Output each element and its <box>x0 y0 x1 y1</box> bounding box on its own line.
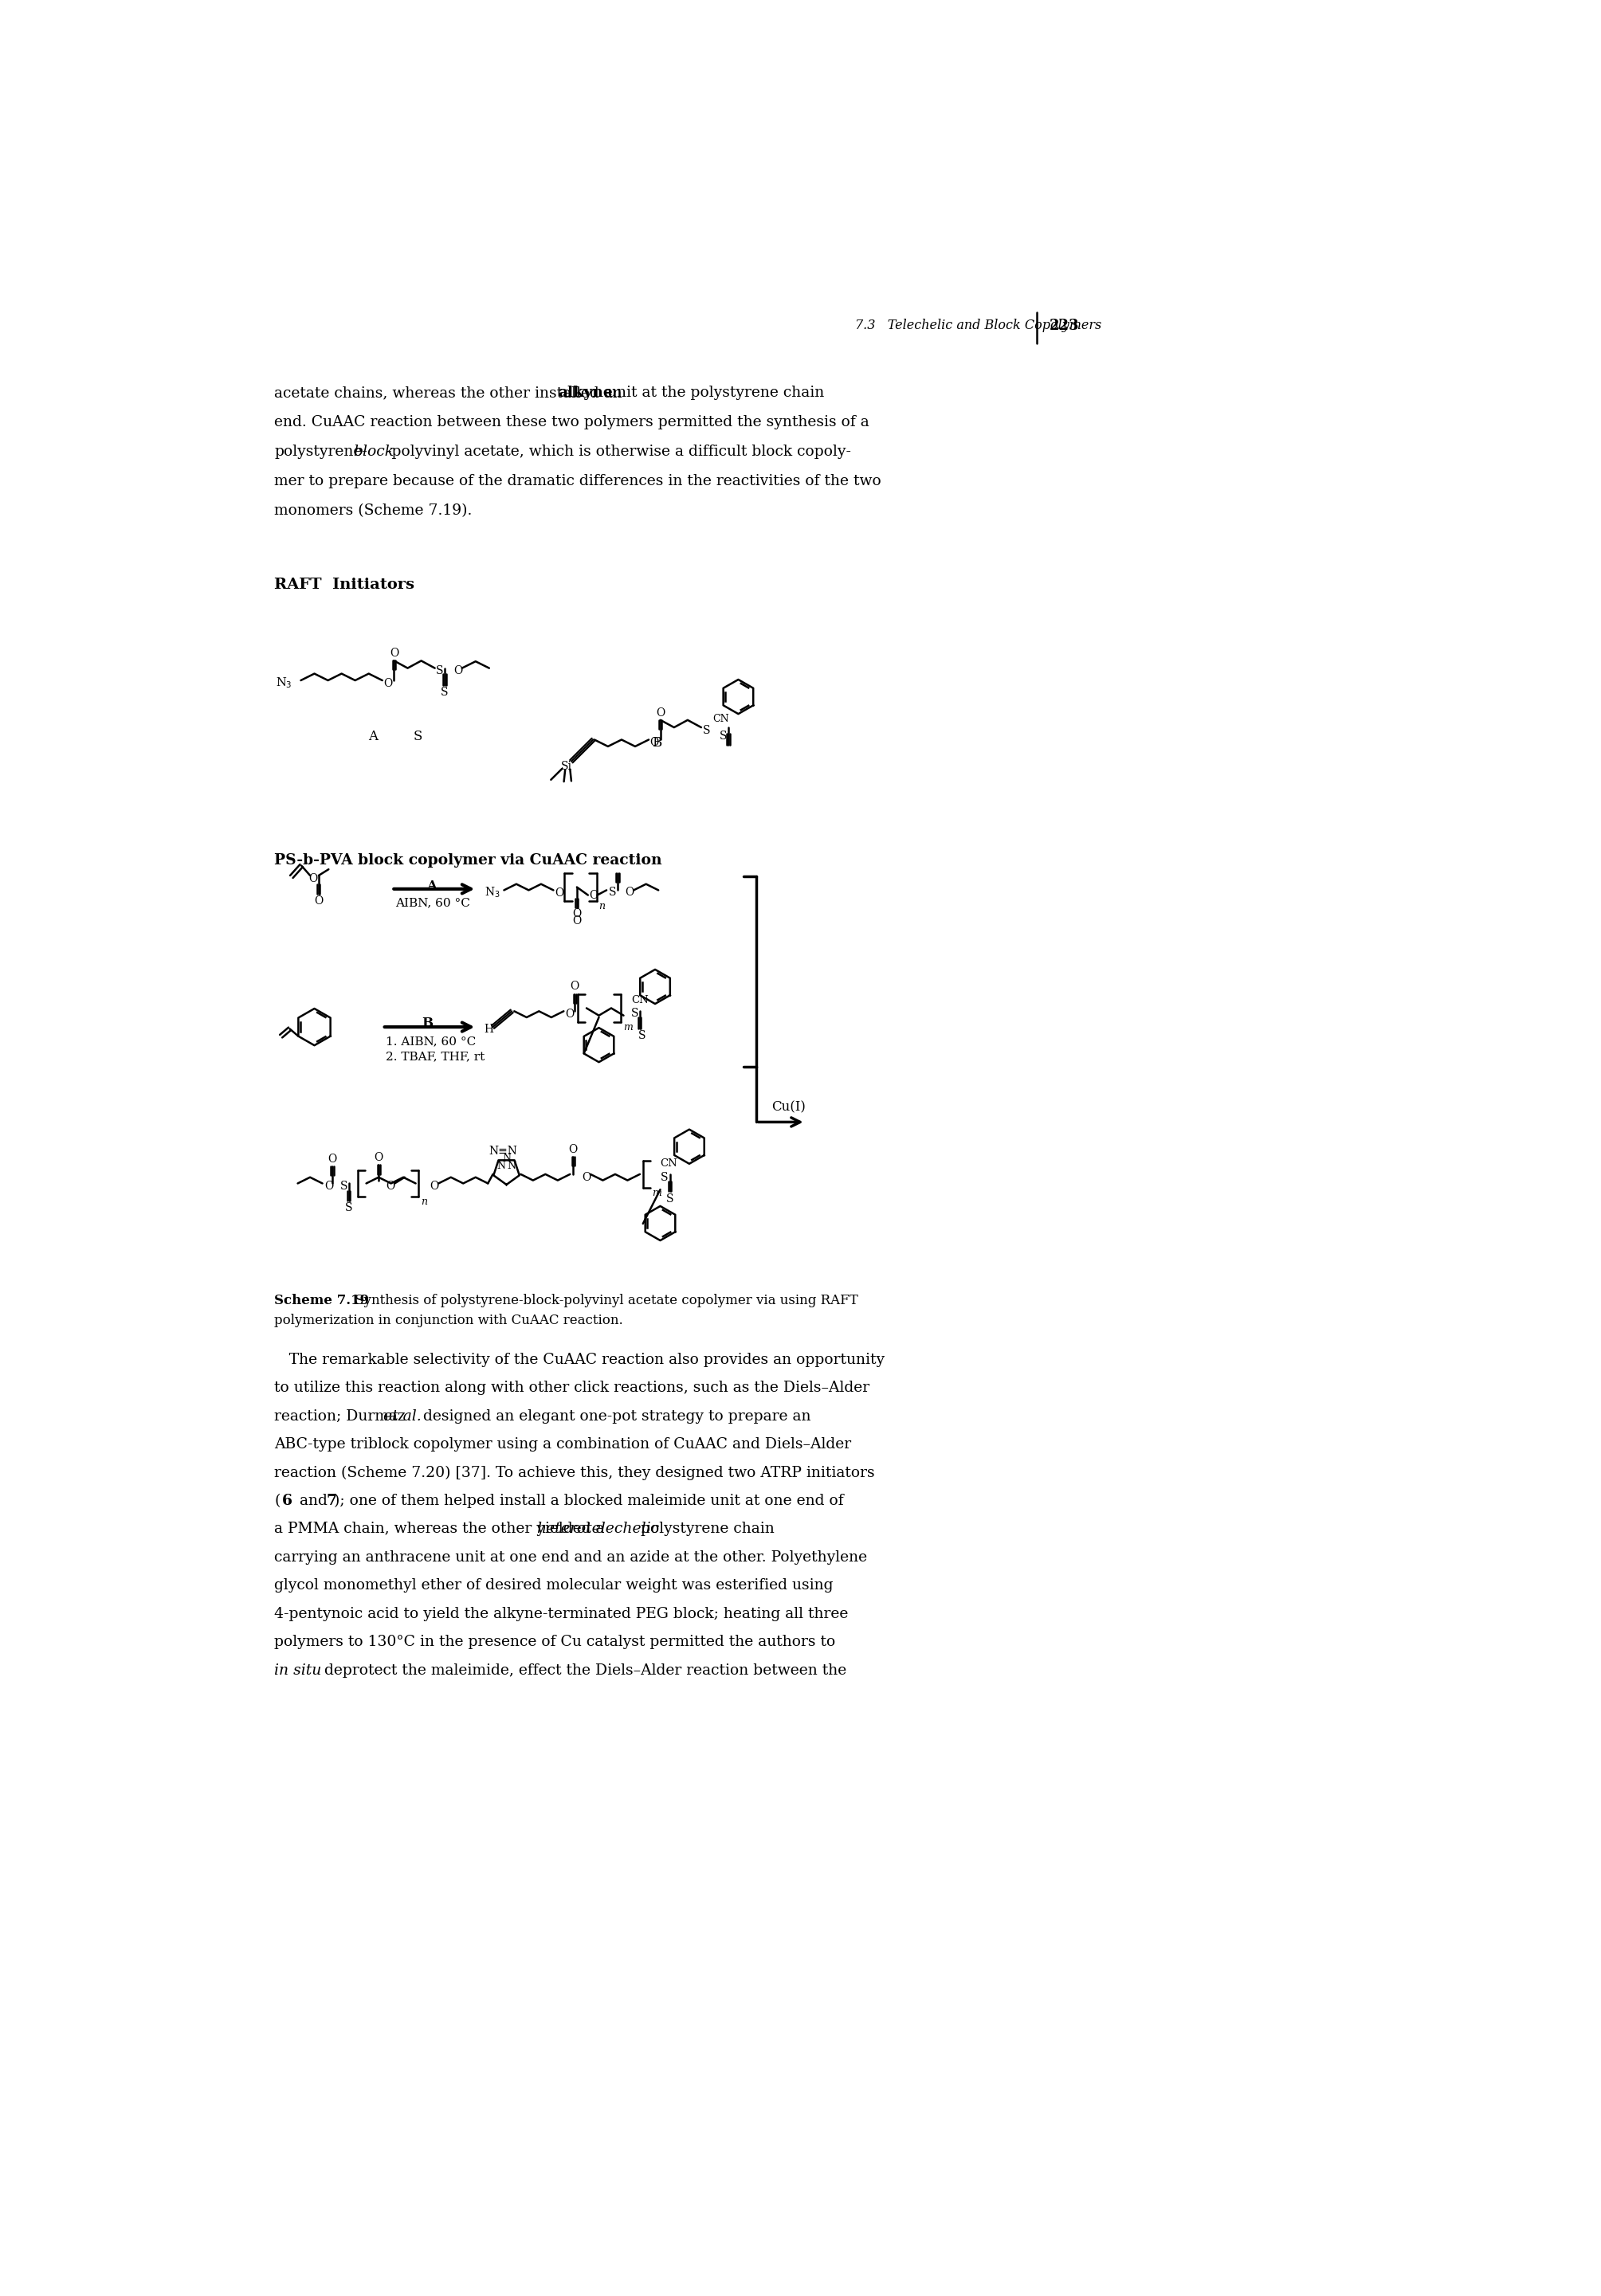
Text: O: O <box>573 907 581 918</box>
Text: m: m <box>623 1022 632 1033</box>
Text: O: O <box>431 1180 439 1192</box>
Text: S: S <box>631 1008 639 1019</box>
Text: S: S <box>666 1194 674 1205</box>
Text: ABC-type triblock copolymer using a combination of CuAAC and Diels–Alder: ABC-type triblock copolymer using a comb… <box>274 1437 852 1451</box>
Text: S: S <box>341 1180 347 1192</box>
Text: unit at the polystyrene chain: unit at the polystyrene chain <box>604 386 825 400</box>
Text: polystyrene chain: polystyrene chain <box>636 1522 775 1536</box>
Text: O: O <box>325 1180 333 1192</box>
Text: O: O <box>386 1180 395 1192</box>
Text: O: O <box>375 1153 383 1164</box>
Text: O: O <box>624 886 634 898</box>
Text: O: O <box>328 1153 336 1164</box>
Text: CN: CN <box>631 994 648 1006</box>
Text: N: N <box>508 1162 516 1171</box>
Text: Synthesis of polystyrene-block-polyvinyl acetate copolymer via using RAFT: Synthesis of polystyrene-block-polyvinyl… <box>351 1295 858 1306</box>
Text: Scheme 7.19: Scheme 7.19 <box>274 1295 370 1306</box>
Text: S: S <box>435 666 443 677</box>
Text: N: N <box>498 1162 506 1171</box>
Text: S: S <box>608 886 616 898</box>
Text: A: A <box>426 879 437 893</box>
Text: alkyne: alkyne <box>559 386 613 400</box>
Text: polystyrene-: polystyrene- <box>274 445 367 459</box>
Text: O: O <box>314 895 323 907</box>
Text: O: O <box>573 916 581 925</box>
Text: O: O <box>565 1008 573 1019</box>
Text: in situ: in situ <box>274 1662 322 1678</box>
Text: reaction; Durmaz: reaction; Durmaz <box>274 1410 410 1424</box>
Text: acetate chains, whereas the other installed an: acetate chains, whereas the other instal… <box>274 386 628 400</box>
Text: 7: 7 <box>327 1495 336 1508</box>
Text: O: O <box>589 889 599 900</box>
Text: AIBN, 60 °C: AIBN, 60 °C <box>395 898 471 909</box>
Text: 2. TBAF, THF, rt: 2. TBAF, THF, rt <box>386 1052 485 1063</box>
Text: designed an elegant one-pot strategy to prepare an: designed an elegant one-pot strategy to … <box>419 1410 812 1424</box>
Text: S: S <box>440 687 448 698</box>
Text: O: O <box>650 737 660 748</box>
Text: S: S <box>346 1203 352 1215</box>
Text: heterotelechelic: heterotelechelic <box>536 1522 660 1536</box>
Text: reaction (Scheme 7.20) [37]. To achieve this, they designed two ATRP initiators: reaction (Scheme 7.20) [37]. To achieve … <box>274 1465 874 1481</box>
Text: deprotect the maleimide, effect the Diels–Alder reaction between the: deprotect the maleimide, effect the Diel… <box>319 1662 847 1678</box>
Text: monomers (Scheme 7.19).: monomers (Scheme 7.19). <box>274 503 472 519</box>
Text: O: O <box>554 889 564 898</box>
Text: (: ( <box>274 1495 280 1508</box>
Text: Si: Si <box>560 760 572 771</box>
Text: CN: CN <box>712 714 728 723</box>
Text: m: m <box>652 1187 661 1199</box>
Text: 1. AIBN, 60 °C: 1. AIBN, 60 °C <box>386 1035 475 1047</box>
Text: 7.3   Telechelic and Block Copolymers: 7.3 Telechelic and Block Copolymers <box>855 319 1101 333</box>
Text: mer to prepare because of the dramatic differences in the reactivities of the tw: mer to prepare because of the dramatic d… <box>274 475 881 489</box>
Text: RAFT  Initiators: RAFT Initiators <box>274 576 415 592</box>
Text: O: O <box>568 1143 578 1155</box>
Text: O: O <box>581 1171 591 1182</box>
Text: to utilize this reaction along with other click reactions, such as the Diels–Ald: to utilize this reaction along with othe… <box>274 1380 869 1396</box>
Text: PS-b-PVA block copolymer via CuAAC reaction: PS-b-PVA block copolymer via CuAAC react… <box>274 854 663 868</box>
Text: 223: 223 <box>1049 319 1079 333</box>
Text: S: S <box>639 1031 645 1042</box>
Text: n: n <box>599 902 605 912</box>
Text: A: A <box>368 730 378 744</box>
Text: N: N <box>503 1153 511 1162</box>
Text: 6: 6 <box>282 1495 291 1508</box>
Text: CN: CN <box>660 1157 677 1169</box>
Text: block: block <box>354 445 394 459</box>
Text: end. CuAAC reaction between these two polymers permitted the synthesis of a: end. CuAAC reaction between these two po… <box>274 416 869 429</box>
Text: et al.: et al. <box>383 1410 421 1424</box>
Text: N≡N: N≡N <box>488 1146 517 1157</box>
Text: H: H <box>484 1024 493 1035</box>
Text: polymers to 130°C in the presence of Cu catalyst permitted the authors to: polymers to 130°C in the presence of Cu … <box>274 1635 836 1649</box>
Text: S: S <box>720 730 727 742</box>
Text: The remarkable selectivity of the CuAAC reaction also provides an opportunity: The remarkable selectivity of the CuAAC … <box>274 1352 885 1366</box>
Text: S: S <box>703 726 709 737</box>
Text: carrying an anthracene unit at one end and an azide at the other. Polyethylene: carrying an anthracene unit at one end a… <box>274 1550 868 1564</box>
Text: B: B <box>421 1017 432 1031</box>
Text: ); one of them helped install a blocked maleimide unit at one end of: ); one of them helped install a blocked … <box>335 1495 844 1508</box>
Text: a PMMA chain, whereas the other yielded a: a PMMA chain, whereas the other yielded … <box>274 1522 610 1536</box>
Text: B: B <box>652 737 663 751</box>
Text: O: O <box>384 677 392 689</box>
Text: -polyvinyl acetate, which is otherwise a difficult block copoly-: -polyvinyl acetate, which is otherwise a… <box>387 445 852 459</box>
Text: N$_3$: N$_3$ <box>484 886 500 900</box>
Text: polymerization in conjunction with CuAAC reaction.: polymerization in conjunction with CuAAC… <box>274 1313 623 1327</box>
Text: S: S <box>660 1171 668 1182</box>
Text: O: O <box>389 647 399 659</box>
Text: Cu(I): Cu(I) <box>772 1100 805 1114</box>
Text: n: n <box>421 1196 427 1208</box>
Text: S: S <box>413 730 423 744</box>
Text: O: O <box>309 872 317 884</box>
Text: N$_3$: N$_3$ <box>275 675 291 689</box>
Text: O: O <box>656 707 664 719</box>
Text: and: and <box>290 1495 336 1508</box>
Text: O: O <box>570 980 580 992</box>
Text: glycol monomethyl ether of desired molecular weight was esterified using: glycol monomethyl ether of desired molec… <box>274 1577 833 1593</box>
Text: 4-pentynoic acid to yield the alkyne-terminated PEG block; heating all three: 4-pentynoic acid to yield the alkyne-ter… <box>274 1607 849 1621</box>
Text: O: O <box>453 666 463 675</box>
